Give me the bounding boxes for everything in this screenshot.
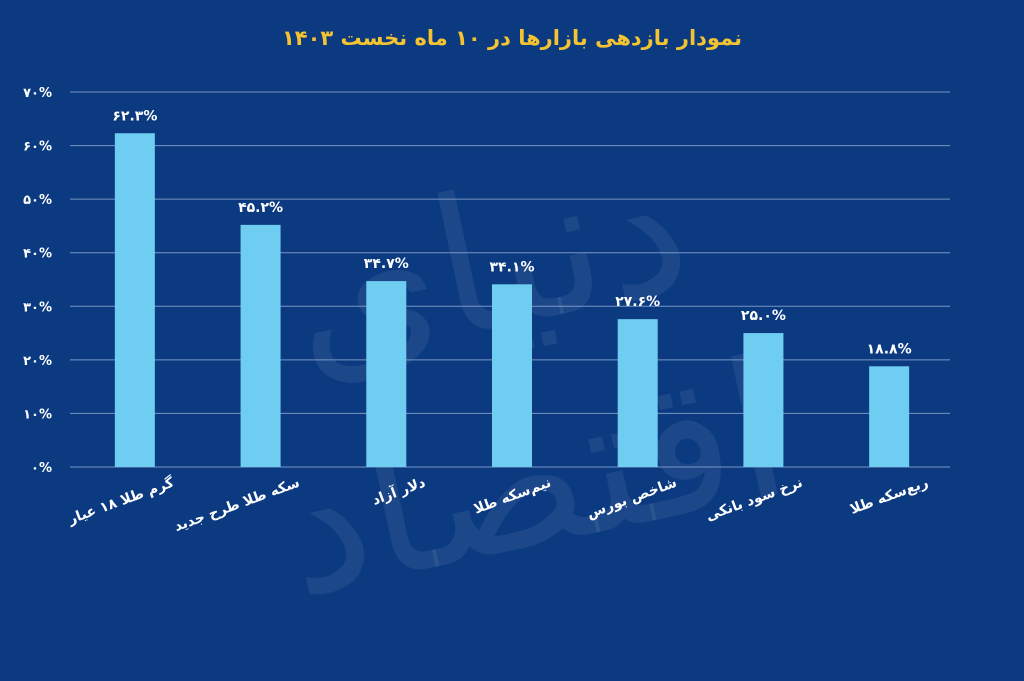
x-tick-label: نرخ سود بانکی (704, 475, 805, 525)
bar-value-label: ۲۵.۰% (741, 308, 786, 324)
chart-title: نمودار بازدهی بازارها در ۱۰ ماه نخست ۱۴۰… (281, 26, 743, 50)
x-tick-label: گرم طلا ۱۸ عیار (65, 473, 177, 528)
bar-value-label: ۳۴.۱% (490, 259, 535, 275)
y-tick-label: ۲۰% (23, 354, 52, 369)
bar (869, 366, 910, 467)
chart-stage: دنیای اقتصاد نمودار بازدهی بازارها در ۱۰… (23, 26, 950, 640)
x-tick-label: شاخص بورس (585, 475, 679, 522)
bar (240, 224, 281, 467)
bar-value-label: ۴۵.۲% (238, 200, 283, 216)
bar-chart: ۰% ۱۰% ۲۰% ۳۰% ۴۰% ۵۰% ۶۰% ۷۰% ۶۲.۳% گرم طلا ۱۸ ع… (23, 86, 950, 535)
x-tick-label: دلار آزاد (369, 473, 427, 509)
y-tick-label: ۰% (31, 461, 52, 476)
bar-value-label: ۱۸.۸% (867, 341, 912, 357)
y-tick-label: ۴۰% (23, 247, 52, 262)
y-tick-label: ۷۰% (23, 86, 52, 101)
bar-value-label: ۶۲.۳% (112, 108, 157, 124)
bar (114, 133, 155, 467)
bar-value-label: ۳۴.۷% (364, 256, 409, 272)
y-tick-label: ۱۰% (23, 407, 52, 422)
y-tick-label: ۶۰% (23, 140, 52, 155)
bar (492, 284, 532, 467)
bar (743, 333, 784, 467)
x-tick-label: سکه طلا طرح جدید (172, 475, 302, 535)
bar (366, 281, 407, 467)
y-tick-label: ۳۰% (23, 300, 52, 315)
y-tick-label: ۵۰% (23, 193, 52, 208)
x-tick-label: نیم‌سکه طلا (472, 475, 554, 518)
bar-value-label: ۲۷.۶% (615, 294, 660, 310)
x-tick-label: ربع‌سکه طلا (848, 475, 931, 518)
bar (617, 319, 658, 467)
